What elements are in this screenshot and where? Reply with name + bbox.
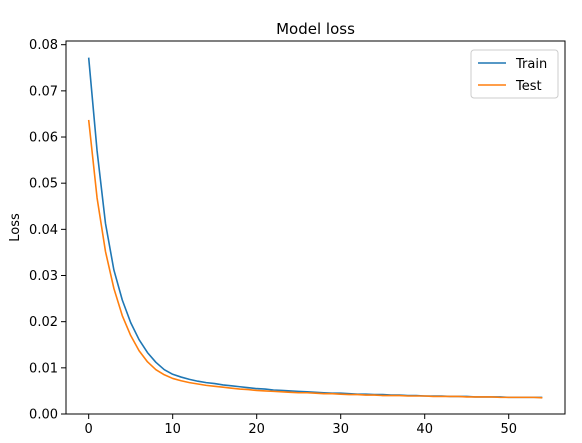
x-tick-label: 10 (164, 422, 181, 437)
legend-items: Train Test (478, 57, 547, 94)
x-axis-ticks: 0 10 20 30 40 50 (85, 414, 517, 437)
y-axis-ticks: 0.00 0.01 0.02 0.03 0.04 0.05 0.06 0.07 0.08 (29, 38, 66, 423)
legend-label-train: Train (515, 57, 547, 72)
y-tick-label: 0.04 (29, 223, 58, 238)
legend: Train Test (470, 49, 559, 99)
y-tick-label: 0.05 (29, 177, 58, 192)
x-tick-label: 50 (500, 422, 517, 437)
legend-label-test: Test (515, 79, 542, 94)
y-tick-label: 0.06 (29, 131, 58, 146)
x-tick-label: 20 (248, 422, 265, 437)
y-axis-label: Loss (8, 213, 23, 242)
series-line-train (87, 57, 543, 399)
y-tick-label: 0.02 (29, 315, 58, 330)
series-layer (87, 57, 543, 399)
x-tick-label: 0 (85, 422, 93, 437)
chart-title: Model loss (276, 20, 355, 38)
y-tick-label: 0.03 (29, 269, 58, 284)
plot-frame (65, 40, 566, 415)
legend-box (470, 49, 559, 99)
series-line-test (87, 119, 543, 399)
y-tick-label: 0.01 (29, 361, 58, 376)
y-tick-label: 0.08 (29, 38, 58, 53)
y-tick-label: 0.00 (29, 408, 58, 423)
x-tick-label: 30 (332, 422, 349, 437)
y-tick-label: 0.07 (29, 84, 58, 99)
x-tick-label: 40 (416, 422, 433, 437)
